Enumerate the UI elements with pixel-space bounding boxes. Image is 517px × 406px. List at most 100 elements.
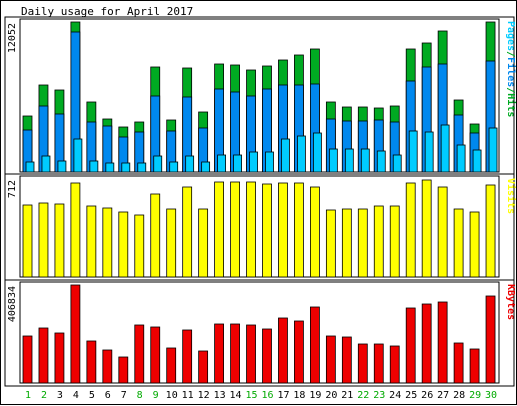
panel-hits: 12052 Pages/Files/Hits [4, 16, 517, 176]
day-label-22: 22 [357, 390, 369, 401]
bar-visits-visits-day-3 [54, 203, 65, 278]
bar-visits-visits-day-24 [389, 205, 400, 278]
bar-visits-visits-day-4 [70, 182, 81, 278]
bar-visits-visits-day-5 [86, 205, 97, 278]
bar-visits-visits-day-28 [453, 208, 464, 278]
bar-visits-visits-day-2 [38, 202, 49, 278]
day-label-10: 10 [166, 390, 178, 401]
bar-kbytes-kbytes-day-13 [214, 323, 225, 384]
bar-kbytes-kbytes-day-14 [230, 323, 240, 384]
bar-kbytes-kbytes-day-27 [437, 301, 448, 384]
day-label-25: 25 [405, 390, 417, 401]
bar-visits-visits-day-20 [325, 209, 336, 278]
day-label-23: 23 [373, 390, 385, 401]
bar-kbytes-kbytes-day-22 [357, 343, 368, 384]
bar-visits-visits-day-15 [246, 181, 256, 278]
bar-hits-pages-day-13 [217, 154, 227, 173]
bar-hits-pages-day-17 [281, 138, 290, 173]
max-label-visits: 712 [7, 180, 18, 198]
side-label-part: Hits [505, 93, 517, 117]
bar-visits-visits-day-23 [373, 205, 384, 278]
bar-hits-pages-day-10 [169, 161, 179, 173]
bar-kbytes-kbytes-day-19 [309, 306, 320, 384]
day-label-26: 26 [421, 390, 433, 401]
day-label-6: 6 [105, 390, 111, 401]
day-label-29: 29 [469, 390, 481, 401]
bar-visits-visits-day-7 [118, 211, 129, 278]
bar-kbytes-kbytes-day-24 [389, 345, 400, 384]
bar-hits-pages-day-4 [73, 138, 83, 173]
bar-visits-visits-day-6 [102, 207, 113, 278]
bar-visits-visits-day-27 [437, 186, 448, 278]
bar-kbytes-kbytes-day-2 [38, 327, 49, 384]
bar-visits-visits-day-12 [198, 208, 209, 278]
bar-kbytes-kbytes-day-23 [373, 343, 384, 384]
day-label-17: 17 [277, 390, 289, 401]
bar-kbytes-kbytes-day-30 [485, 295, 496, 384]
bar-hits-pages-day-25 [408, 130, 418, 173]
day-label-30: 30 [485, 390, 497, 401]
side-label-kbytes: KBytes [505, 284, 516, 320]
bar-kbytes-kbytes-day-20 [325, 335, 336, 384]
bar-hits-pages-day-3 [57, 160, 67, 173]
bar-hits-pages-day-8 [137, 162, 147, 173]
bar-hits-pages-day-16 [265, 151, 274, 173]
day-label-14: 14 [229, 390, 241, 401]
side-label-hits: Pages/Files/Hits [505, 21, 517, 117]
day-label-5: 5 [89, 390, 95, 401]
bar-kbytes-kbytes-day-26 [421, 303, 432, 384]
bar-visits-visits-day-29 [469, 211, 480, 278]
plot-area-kbytes [19, 281, 500, 384]
bar-hits-pages-day-19 [312, 132, 322, 173]
max-label-hits: 12052 [7, 23, 18, 53]
day-labels: 1 2 3 4 5 6 7 8 9 10 11 12 13 14 15 16 17 18 19 20 21 22 23 24 2… [25, 390, 497, 401]
day-label-21: 21 [341, 390, 353, 401]
bar-hits-pages-day-2 [41, 155, 51, 173]
day-label-18: 18 [293, 390, 305, 401]
day-label-16: 16 [261, 390, 273, 401]
panel-kbytes: 406834 KBytes [4, 279, 516, 387]
bar-visits-visits-day-17 [278, 182, 288, 278]
bar-hits-pages-day-21 [344, 148, 354, 173]
bar-kbytes-kbytes-day-1 [22, 335, 33, 384]
day-label-11: 11 [182, 390, 194, 401]
bar-hits-pages-day-29 [472, 149, 482, 173]
bar-kbytes-kbytes-day-21 [341, 336, 352, 384]
day-label-3: 3 [57, 390, 63, 401]
bar-visits-visits-day-1 [22, 204, 33, 278]
side-label-part: Visits [505, 178, 517, 214]
day-label-28: 28 [453, 390, 465, 401]
bar-hits-pages-day-14 [233, 154, 242, 173]
bar-kbytes-kbytes-day-4 [70, 284, 81, 384]
bar-hits-pages-day-24 [392, 154, 402, 173]
bar-hits-pages-day-6 [105, 162, 115, 173]
side-label-part: KBytes [505, 284, 516, 320]
bar-kbytes-kbytes-day-29 [469, 348, 480, 384]
day-label-2: 2 [41, 390, 47, 401]
side-label-part: / [505, 51, 516, 57]
side-label-part: Files [505, 57, 517, 87]
chart-title: Daily usage for April 2017 [21, 5, 193, 18]
bar-kbytes-kbytes-day-6 [102, 349, 113, 384]
bar-kbytes-kbytes-day-16 [262, 328, 272, 384]
day-label-19: 19 [309, 390, 321, 401]
panel-visits: 712 Visits [4, 173, 517, 281]
bar-visits-visits-day-14 [230, 181, 240, 278]
bar-visits-visits-day-22 [357, 208, 368, 278]
bar-visits-visits-day-8 [134, 214, 145, 278]
bar-hits-pages-day-18 [297, 135, 306, 173]
bar-visits-visits-day-16 [262, 183, 272, 278]
bar-kbytes-kbytes-day-5 [86, 340, 97, 384]
bar-hits-pages-day-7 [121, 162, 131, 173]
day-label-20: 20 [325, 390, 337, 401]
bar-hits-pages-day-9 [153, 155, 163, 173]
bar-visits-visits-day-13 [214, 181, 225, 278]
bar-kbytes-kbytes-day-28 [453, 342, 464, 384]
bar-kbytes-kbytes-day-3 [54, 332, 65, 384]
bar-hits-pages-day-30 [488, 127, 498, 173]
bar-visits-visits-day-26 [421, 179, 432, 278]
bar-hits-pages-day-23 [376, 150, 386, 173]
bar-kbytes-kbytes-day-12 [198, 350, 209, 384]
bar-hits-pages-day-22 [360, 148, 370, 173]
